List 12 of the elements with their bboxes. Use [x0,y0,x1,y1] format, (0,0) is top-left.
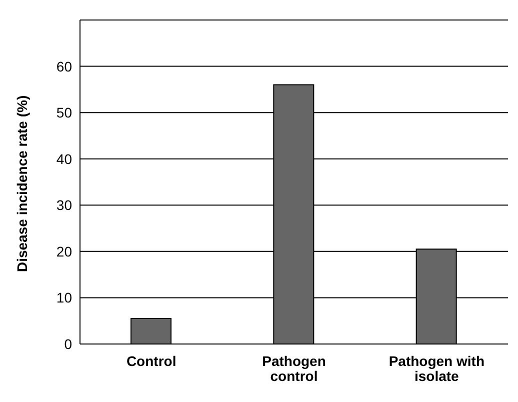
y-axis-title: Disease incidence rate (%) [14,95,30,272]
x-tick-label: Pathogen with isolate [388,353,485,384]
bar [130,318,172,344]
y-tick-label: 20 [56,243,72,260]
y-tick-label: 10 [56,290,72,306]
y-tick-label: 0 [64,336,72,352]
y-tick-label: 40 [56,150,72,167]
x-tick-label: Pathogen control [262,353,326,384]
y-tick-label: 50 [56,104,72,121]
y-tick-label: 30 [56,197,72,214]
y-tick-label: 60 [56,58,72,74]
x-tick-label: Control [126,353,176,369]
